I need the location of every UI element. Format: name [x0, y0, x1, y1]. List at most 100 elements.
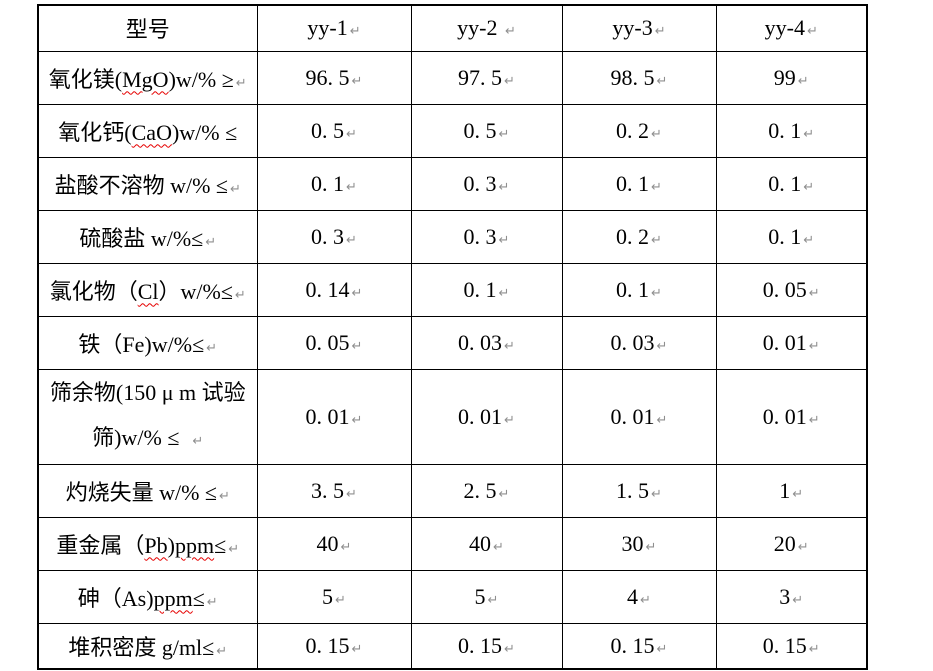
value-cell: 0. 1 ↵ [715, 209, 868, 264]
row-label-text: 盐酸不溶物 w/% ≤ [54, 172, 228, 198]
paragraph-mark-icon: ↵ [346, 126, 357, 142]
value-cell: 1 ↵ [715, 463, 868, 518]
paragraph-mark-icon: ↵ [351, 641, 363, 657]
paragraph-mark-icon: ↵ [206, 594, 218, 610]
value-text: 30 [621, 530, 644, 556]
paragraph-mark-icon: ↵ [498, 179, 510, 195]
value-cell: 98. 5 ↵ [561, 50, 717, 105]
paragraph-mark-icon: ↵ [351, 412, 363, 428]
value-cell: 0. 01 ↵ [715, 315, 868, 370]
value-text: 20 [773, 530, 796, 556]
paragraph-mark-icon: ↵ [803, 126, 815, 142]
paragraph-mark-icon: ↵ [346, 486, 357, 502]
paragraph-mark-icon: ↵ [228, 541, 240, 557]
header-model-cell: yy-2 ↵ [410, 4, 563, 52]
row-label-line: 堆积密度 g/ml≤ ↵ [41, 630, 255, 662]
value-cell: 97. 5 ↵ [410, 50, 563, 105]
row-label-line: 硫酸盐 w/%≤ ↵ [41, 221, 255, 253]
value-cell: 3 ↵ [715, 569, 868, 624]
value-text: 0. 5 [463, 117, 497, 143]
value-text: 0. 03 [610, 329, 655, 355]
row-label-line: 砷（As)ppm≤ ↵ [41, 581, 255, 613]
row-label-text: 筛余物(150 μ m 试验 [49, 379, 246, 405]
row-label-cell: 铁（Fe)w/%≤ ↵ [37, 315, 258, 370]
value-text: 2. 5 [463, 477, 497, 503]
row-label-cell: 灼烧失量 w/% ≤ ↵ [37, 463, 258, 518]
row-label-cell: 盐酸不溶物 w/% ≤ ↵ [37, 156, 258, 211]
spec-table: 型号 yy-1 ↵ yy-2 ↵ yy-3 ↵ yy-4 ↵ 氧化镁(MgO)w/% ≥ ↵ 96.… [37, 4, 868, 670]
value-text: 0. 01 [610, 403, 655, 429]
paragraph-mark-icon: ↵ [803, 232, 815, 248]
value-cell: 5 ↵ [256, 569, 412, 624]
value-text: 40 [469, 530, 492, 556]
value-cell: 0. 05 ↵ [715, 262, 868, 317]
paragraph-mark-icon: ↵ [351, 73, 363, 89]
paragraph-mark-icon: ↵ [656, 338, 668, 354]
row-label-text: 氯化物（ [49, 278, 138, 304]
value-text: 0. 1 [768, 117, 802, 143]
value-cell: 0. 3 ↵ [256, 209, 412, 264]
row-label-cell: 氧化镁(MgO)w/% ≥ ↵ [37, 50, 258, 105]
value-text: 0. 3 [463, 170, 497, 196]
value-cell: 0. 5 ↵ [256, 103, 412, 158]
row-label-line: 盐酸不溶物 w/% ≤ ↵ [41, 168, 255, 200]
value-cell: 3. 5 ↵ [256, 463, 412, 518]
value-cell: 0. 1 ↵ [561, 156, 717, 211]
paragraph-mark-icon: ↵ [651, 126, 662, 142]
value-cell: 0. 01 ↵ [561, 368, 717, 465]
value-cell: 0. 2 ↵ [561, 209, 717, 264]
paragraph-mark-icon: ↵ [234, 287, 246, 303]
value-text: 1 [779, 477, 791, 503]
value-cell: 0. 05 ↵ [256, 315, 412, 370]
spec-table-body: 型号 yy-1 ↵ yy-2 ↵ yy-3 ↵ yy-4 ↵ 氧化镁(MgO)w/% ≥ ↵ 96.… [37, 4, 868, 670]
value-cell: 0. 1 ↵ [410, 262, 563, 317]
value-text: 0. 2 [616, 117, 650, 143]
row-label-text: 铁（Fe)w/%≤ [78, 331, 205, 357]
value-cell: 0. 01 ↵ [410, 368, 563, 465]
paragraph-mark-icon: ↵ [498, 232, 510, 248]
header-model-label: yy-4 [764, 15, 805, 41]
row-label-text: 筛)w/% ≤ [92, 424, 191, 450]
value-text: 0. 01 [762, 403, 807, 429]
table-row: 氧化镁(MgO)w/% ≥ ↵ 96. 5 ↵ 97. 5 ↵ 98. 5 ↵ 99 ↵ [37, 50, 868, 105]
value-text: 0. 01 [305, 403, 350, 429]
row-label-line: 筛余物(150 μ m 试验 [41, 370, 255, 415]
value-text: 0. 01 [762, 329, 807, 355]
table-row: 盐酸不溶物 w/% ≤ ↵ 0. 1 ↵ 0. 3 ↵ 0. 1 ↵ 0. 1 ↵ [37, 156, 868, 211]
paragraph-mark-icon: ↵ [493, 539, 504, 555]
misspelled-word: ppm [174, 532, 215, 558]
value-text: 0. 15 [762, 632, 807, 658]
value-text: 99 [773, 64, 796, 90]
value-cell: 0. 14 ↵ [256, 262, 412, 317]
table-row: 铁（Fe)w/%≤ ↵ 0. 05 ↵ 0. 03 ↵ 0. 03 ↵ 0. 01 ↵ [37, 315, 868, 370]
paragraph-mark-icon: ↵ [498, 285, 510, 301]
header-model-label: yy-3 [612, 15, 653, 41]
row-label-text: ≤ [192, 585, 205, 611]
value-text: 0. 3 [463, 223, 497, 249]
paragraph-mark-icon: ↵ [651, 232, 662, 248]
table-row: 堆积密度 g/ml≤ ↵ 0. 15 ↵ 0. 15 ↵ 0. 15 ↵ 0. 15 ↵ [37, 622, 868, 670]
value-text: 96. 5 [305, 64, 350, 90]
table-row: 砷（As)ppm≤ ↵ 5 ↵ 5 ↵ 4 ↵ 3 ↵ [37, 569, 868, 624]
value-cell: 0. 1 ↵ [256, 156, 412, 211]
value-text: 0. 2 [616, 223, 650, 249]
paragraph-mark-icon: ↵ [797, 539, 809, 555]
value-text: 0. 01 [458, 403, 503, 429]
paragraph-mark-icon: ↵ [351, 338, 363, 354]
misspelled-word: Pb [144, 532, 168, 558]
misspelled-word: ppm [153, 585, 193, 611]
value-cell: 1. 5 ↵ [561, 463, 717, 518]
table-row: 硫酸盐 w/%≤ ↵ 0. 3 ↵ 0. 3 ↵ 0. 2 ↵ 0. 1 ↵ [37, 209, 868, 264]
value-text: 0. 15 [305, 632, 350, 658]
value-cell: 0. 01 ↵ [256, 368, 412, 465]
paragraph-mark-icon: ↵ [651, 285, 662, 301]
paragraph-mark-icon: ↵ [219, 488, 230, 504]
paragraph-mark-icon: ↵ [504, 338, 515, 354]
table-row: 氧化钙(CaO)w/% ≤0. 5 ↵ 0. 5 ↵ 0. 2 ↵ 0. 1 ↵ [37, 103, 868, 158]
paragraph-mark-icon: ↵ [797, 73, 809, 89]
value-text: 3 [779, 583, 791, 609]
value-text: 98. 5 [610, 64, 655, 90]
header-type-label: 型号 [125, 17, 170, 43]
value-cell: 2. 5 ↵ [410, 463, 563, 518]
value-text: 0. 05 [762, 276, 807, 302]
